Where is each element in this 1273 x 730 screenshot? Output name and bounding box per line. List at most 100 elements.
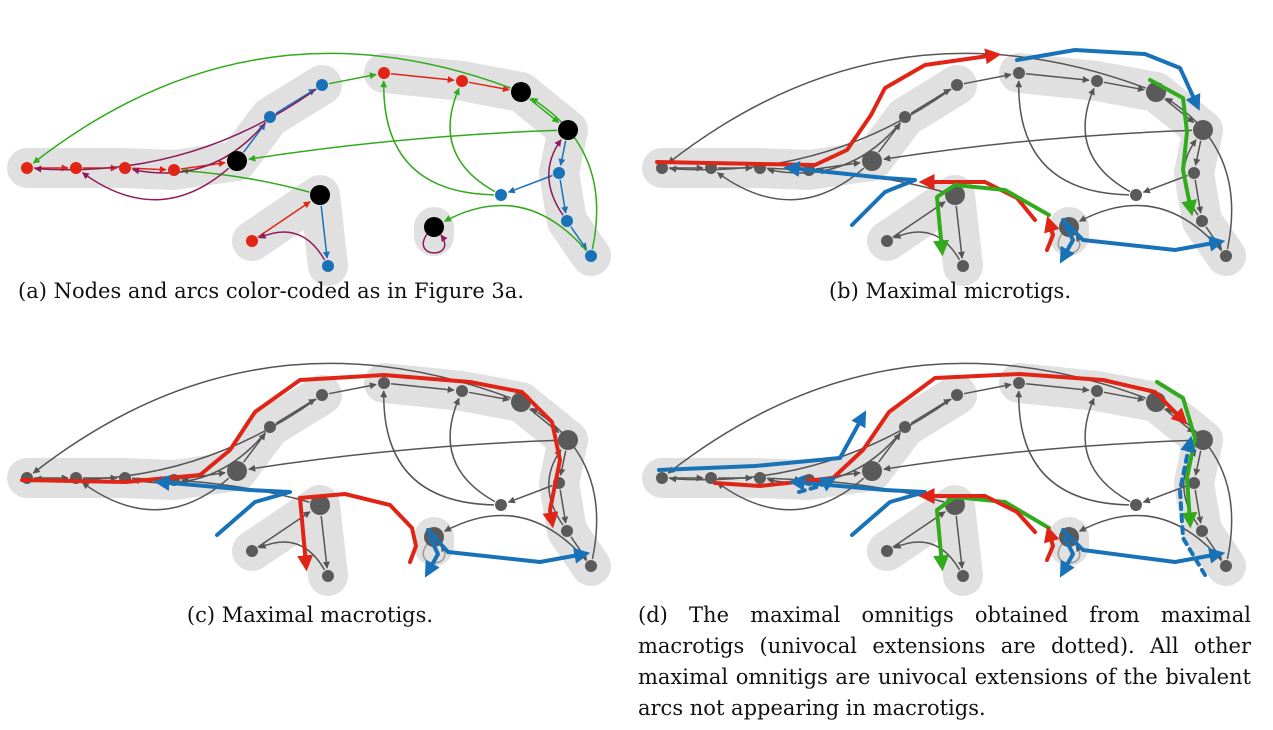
node [424, 217, 444, 237]
nodes [656, 377, 1232, 582]
highlighted-walk [426, 528, 591, 564]
node [1196, 525, 1208, 537]
arc [1194, 489, 1204, 524]
node [558, 120, 578, 140]
arc [248, 129, 558, 162]
highlighted-walk [1178, 435, 1207, 577]
node [264, 421, 276, 433]
node [1188, 167, 1200, 179]
node [511, 392, 531, 412]
arc [320, 205, 330, 259]
highlighted-walk [1044, 215, 1060, 252]
node [322, 260, 334, 272]
node [1220, 560, 1232, 572]
node [511, 82, 531, 102]
node [951, 389, 963, 401]
node [1188, 477, 1200, 489]
arc [1025, 72, 1090, 84]
arc [320, 515, 330, 569]
arc [275, 88, 316, 114]
arc [570, 226, 588, 250]
node [881, 235, 893, 247]
arc [443, 514, 587, 562]
node [316, 389, 328, 401]
highlighted-walk [1043, 525, 1060, 562]
highlight-region [217, 65, 342, 181]
node [754, 472, 766, 484]
arc [32, 362, 511, 474]
arc [559, 179, 569, 214]
highlight-region [217, 375, 342, 491]
highlight-region [852, 375, 977, 491]
panel-a [0, 10, 620, 286]
node [378, 377, 390, 389]
node [246, 545, 258, 557]
arc [548, 139, 564, 216]
arc [893, 541, 961, 571]
highlighted-walk [918, 488, 1037, 534]
node [862, 151, 882, 171]
highlighted-walk [1061, 218, 1226, 252]
arc [667, 52, 1146, 164]
node [1130, 189, 1142, 201]
node [585, 250, 597, 262]
highlighted-walk [933, 183, 1051, 257]
arc [530, 97, 598, 250]
node [1196, 215, 1208, 227]
node [705, 472, 717, 484]
node [264, 111, 276, 123]
highlighted-walk [1148, 78, 1197, 217]
arc [1078, 514, 1222, 562]
panel-c [0, 320, 620, 596]
arcs [32, 52, 598, 261]
arc [955, 515, 965, 569]
arc [1193, 140, 1202, 166]
arc [963, 382, 1012, 395]
arc [380, 390, 495, 506]
node [656, 162, 668, 174]
arc [468, 391, 510, 403]
node [1013, 67, 1025, 79]
arc [955, 205, 965, 259]
highlight-regions [642, 53, 1246, 286]
caption-a: (a) Nodes and arcs color-coded as in Fig… [18, 279, 524, 303]
highlighted-walk [655, 48, 1002, 167]
arc [449, 397, 496, 503]
arc [1194, 179, 1204, 214]
node [656, 472, 668, 484]
caption-b: (b) Maximal microtigs. [828, 279, 1072, 303]
highlighted-walk [20, 373, 562, 529]
node [495, 189, 507, 201]
node [899, 111, 911, 123]
highlight-regions [642, 363, 1246, 596]
node [310, 495, 330, 515]
node [561, 215, 573, 227]
node [119, 162, 131, 174]
graph-d [642, 362, 1246, 596]
graph-c [7, 362, 611, 596]
arc [328, 72, 377, 85]
arc [1084, 87, 1131, 193]
arc [1015, 80, 1130, 196]
highlight-region [364, 53, 588, 150]
highlight-region [232, 175, 348, 286]
node [561, 525, 573, 537]
arc [883, 439, 1193, 472]
node [1193, 120, 1213, 140]
arc [893, 231, 961, 261]
node [1013, 377, 1025, 389]
node [322, 570, 334, 582]
arc [1015, 390, 1130, 506]
highlight-region [867, 175, 983, 286]
self-loop-arc [422, 233, 448, 254]
arc [1025, 382, 1090, 394]
arc [1078, 204, 1222, 252]
arc [910, 398, 951, 424]
highlighted-walk [797, 476, 837, 494]
graph-b [642, 48, 1246, 286]
caption-c: (c) Maximal macrotigs. [186, 603, 434, 627]
node [378, 67, 390, 79]
arc [558, 450, 567, 476]
highlighted-walk [783, 161, 917, 227]
